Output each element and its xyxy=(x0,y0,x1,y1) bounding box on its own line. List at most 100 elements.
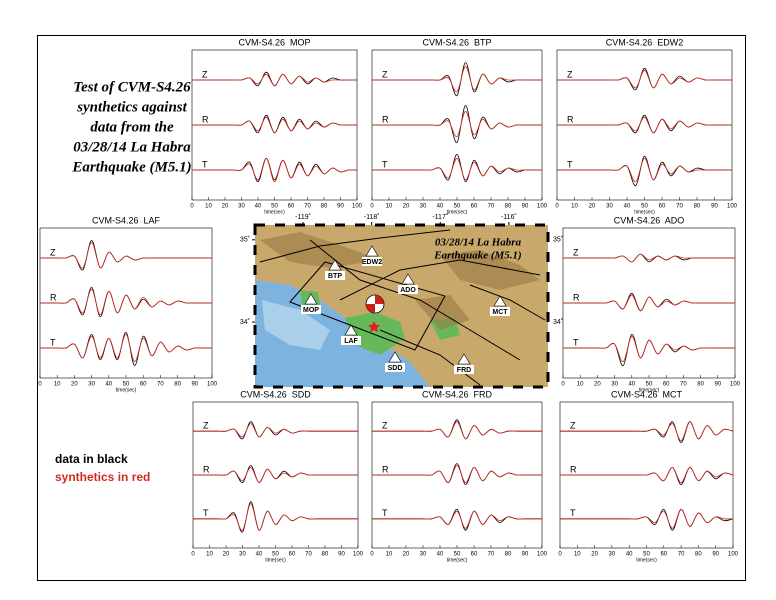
x-tick-label: 70 xyxy=(304,204,311,210)
station-marker xyxy=(493,295,507,307)
component-label: T xyxy=(382,508,388,518)
x-tick-label: 0 xyxy=(190,204,194,210)
x-tick-label: 10 xyxy=(574,552,581,558)
x-tick-label: 40 xyxy=(256,552,263,558)
station-marker xyxy=(401,273,415,285)
component-label: Z xyxy=(202,69,208,79)
synthetic-trace xyxy=(193,423,358,438)
component-label: R xyxy=(567,114,574,124)
x-tick-label: 20 xyxy=(403,552,410,558)
x-tick-label: 30 xyxy=(609,552,616,558)
synthetic-trace xyxy=(371,465,542,483)
x-axis-label: time(sec) xyxy=(639,387,660,393)
synthetic-trace xyxy=(40,333,212,363)
x-tick-label: 70 xyxy=(680,382,687,388)
x-tick-label: 100 xyxy=(353,552,364,558)
x-tick-label: 90 xyxy=(191,382,198,388)
synthetic-trace xyxy=(557,157,732,183)
synthetic-trace xyxy=(192,467,358,483)
station-label: BTP xyxy=(328,273,342,280)
component-label: T xyxy=(202,159,208,169)
x-tick-label: 10 xyxy=(386,552,393,558)
station-label-box xyxy=(490,307,510,316)
x-tick-label: 60 xyxy=(471,204,478,210)
station-label-box xyxy=(454,365,474,374)
component-label: T xyxy=(570,508,576,518)
x-tick-label: 50 xyxy=(454,204,461,210)
x-tick-label: 0 xyxy=(370,204,374,210)
panel-title: CVM-S4.26 FRD xyxy=(422,389,493,399)
panel-title: CVM-S4.26 EDW2 xyxy=(606,37,684,47)
x-tick-label: 90 xyxy=(522,204,529,210)
x-tick-label: 80 xyxy=(694,204,701,210)
x-tick-label: 60 xyxy=(659,204,666,210)
station-label: LAF xyxy=(344,338,358,345)
synthetic-trace xyxy=(371,65,542,93)
x-tick-label: 100 xyxy=(537,552,548,558)
component-label: Z xyxy=(203,421,209,431)
lat-tick-label: 35˚ xyxy=(240,236,250,244)
x-tick-label: 60 xyxy=(289,552,296,558)
x-tick-label: 60 xyxy=(660,552,667,558)
waveform-panel: CVM-S4.26 LAF 0 10 20 30 40 50 60 70 80 90 100 time(… xyxy=(38,215,217,393)
component-label: T xyxy=(567,159,573,169)
synthetic-trace xyxy=(560,421,734,442)
x-tick-label: 90 xyxy=(338,552,345,558)
x-tick-label: 50 xyxy=(646,382,653,388)
x-tick-label: 90 xyxy=(337,204,344,210)
x-tick-label: 100 xyxy=(207,382,218,388)
x-tick-label: 100 xyxy=(730,382,741,388)
x-tick-label: 80 xyxy=(505,552,512,558)
x-tick-label: 20 xyxy=(222,204,229,210)
x-tick-label: 0 xyxy=(38,382,42,388)
x-tick-label: 0 xyxy=(561,382,565,388)
waveform-panel: CVM-S4.26 MOP 0 10 20 30 40 50 60 70 80 90 100 time(… xyxy=(190,37,362,215)
station-marker xyxy=(344,324,358,336)
x-tick-label: 10 xyxy=(205,204,212,210)
x-tick-label: 90 xyxy=(522,552,529,558)
x-tick-label: 70 xyxy=(305,552,312,558)
component-label: R xyxy=(573,292,580,302)
x-tick-label: 20 xyxy=(223,552,230,558)
x-tick-label: 60 xyxy=(663,382,670,388)
figure-title: data from the xyxy=(90,119,174,135)
station-label-box xyxy=(301,305,321,314)
lat-tick-label: 34˚ xyxy=(553,318,563,326)
x-tick-label: 40 xyxy=(437,204,444,210)
x-tick-label: 40 xyxy=(255,204,262,210)
x-tick-label: 80 xyxy=(322,552,329,558)
map-shelf xyxy=(262,300,330,350)
station-marker xyxy=(304,293,318,305)
x-tick-label: 100 xyxy=(727,204,738,210)
synthetic-trace xyxy=(563,294,735,312)
lat-tick-label: 34˚ xyxy=(240,318,250,326)
x-tick-label: 60 xyxy=(471,552,478,558)
station-label-box xyxy=(398,285,418,294)
x-tick-label: 70 xyxy=(488,204,495,210)
x-tick-label: 30 xyxy=(611,382,618,388)
map-title: Earthquake (M5.1) xyxy=(433,250,521,262)
map-region xyxy=(289,261,446,351)
legend-entry: synthetics in red xyxy=(55,470,150,484)
station-label: FRD xyxy=(457,367,471,374)
x-tick-label: 100 xyxy=(728,552,739,558)
component-label: Z xyxy=(382,421,388,431)
component-label: R xyxy=(382,464,389,474)
panel-title: CVM-S4.26 MOP xyxy=(238,37,310,47)
component-label: Z xyxy=(50,247,56,257)
synthetic-trace xyxy=(559,467,734,484)
x-axis-label: time(sec) xyxy=(265,557,286,563)
x-tick-label: 10 xyxy=(386,204,393,210)
synthetic-trace xyxy=(191,116,357,134)
x-tick-label: 30 xyxy=(420,552,427,558)
waveform-panel: CVM-S4.26 BTP 0 10 20 30 40 50 60 70 80 90 100 time(… xyxy=(370,37,547,215)
x-tick-label: 50 xyxy=(454,552,461,558)
x-tick-label: 50 xyxy=(123,382,130,388)
x-tick-label: 0 xyxy=(558,552,562,558)
x-tick-label: 90 xyxy=(711,204,718,210)
component-label: Z xyxy=(567,69,573,79)
x-tick-label: 80 xyxy=(695,552,702,558)
synthetic-trace xyxy=(39,241,212,269)
beachball-quadrant xyxy=(366,295,384,313)
